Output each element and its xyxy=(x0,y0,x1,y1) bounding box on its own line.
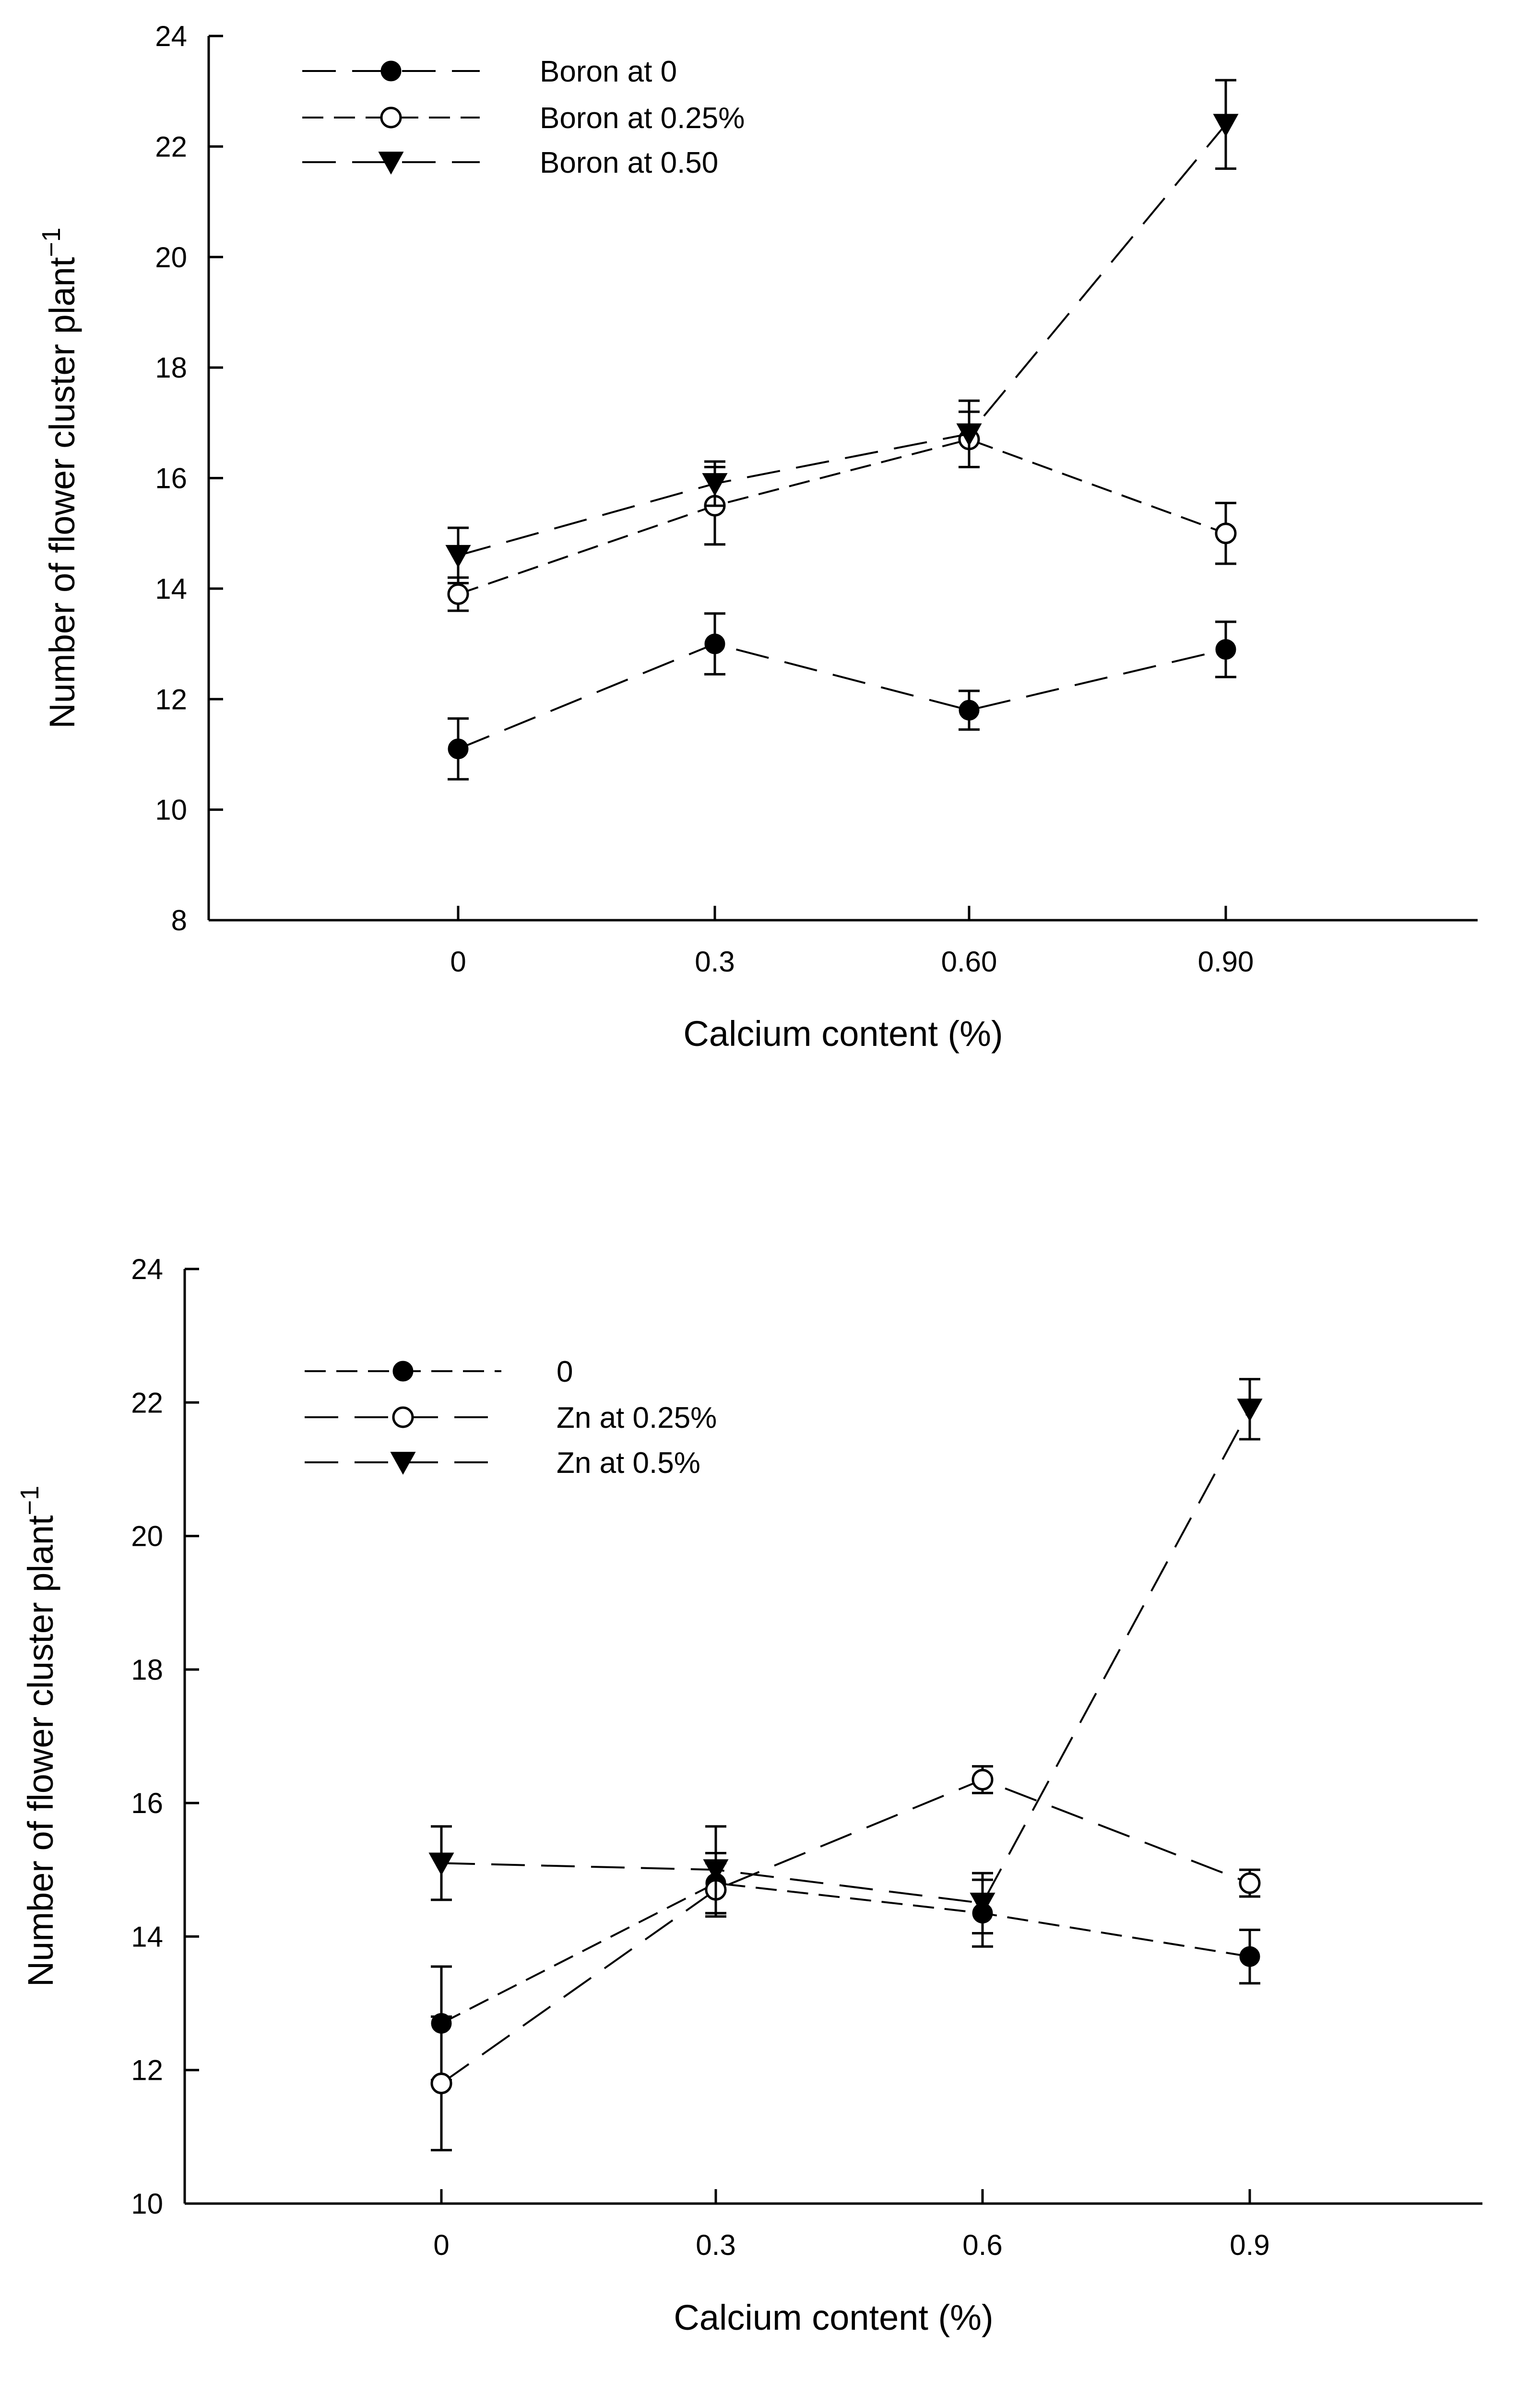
legend-item-boron-at-0-50: Boron at 0.50 xyxy=(302,146,718,179)
legend-marker xyxy=(378,152,404,175)
x-tick-label: 0 xyxy=(450,946,466,978)
series-line xyxy=(440,1778,1250,2085)
series-line xyxy=(458,438,1226,595)
y-axis-title: Number of flower cluster plant−1 xyxy=(15,1486,60,1987)
chart-boron: 8 10 12 14 16 18 20 22 24 0 0.3 0.60 0.90 Calcium con… xyxy=(37,20,1478,1054)
x-tick-label: 0.90 xyxy=(1198,946,1254,978)
y-axis-title: Number of flower cluster plant−1 xyxy=(37,227,82,729)
legend-marker xyxy=(380,60,402,82)
legend-marker xyxy=(380,107,402,129)
y-tick-label: 20 xyxy=(155,241,187,273)
y-tick-label: 18 xyxy=(131,1654,163,1686)
legend-label: Boron at 0.50 xyxy=(540,146,718,179)
data-point xyxy=(430,2073,452,2095)
y-tick-label: 16 xyxy=(155,462,187,495)
data-point xyxy=(704,633,725,654)
legend-item-boron-at-0: Boron at 0 xyxy=(302,55,677,88)
y-axis-title-main: Number of flower cluster plant xyxy=(21,1515,60,1987)
x-tick-label: 0.3 xyxy=(695,946,734,978)
series-boron-at-0-50 xyxy=(445,79,1239,584)
data-point xyxy=(1215,639,1236,660)
data-point xyxy=(703,1859,729,1883)
data-point xyxy=(970,1892,995,1916)
legend-label: Boron at 0 xyxy=(540,55,677,88)
legend-label: Boron at 0.25% xyxy=(540,102,745,135)
series-line xyxy=(441,1882,1250,2025)
y-tick-label: 16 xyxy=(131,1787,163,1819)
y-tick-label: 24 xyxy=(131,1253,163,1285)
data-point xyxy=(448,738,469,759)
legend-item-zn-at-0-25: Zn at 0.25% xyxy=(305,1401,717,1435)
data-point xyxy=(1215,522,1237,545)
data-point xyxy=(428,1852,454,1876)
data-point xyxy=(959,699,980,721)
y-tick-label: 24 xyxy=(155,20,187,52)
legend-marker xyxy=(390,1452,416,1475)
legend-marker xyxy=(392,1406,414,1428)
legend-item-zn-at-0-5: Zn at 0.5% xyxy=(305,1446,700,1480)
x-axis-title: Calcium content (%) xyxy=(674,2298,993,2337)
legend-item-boron-at-0-25: Boron at 0.25% xyxy=(302,102,745,135)
y-axis-title-superscript: −1 xyxy=(37,227,66,257)
y-axis-title-main: Number of flower cluster plant xyxy=(42,257,82,728)
chart-zinc: 10 12 14 16 18 20 22 24 0 0.3 0.6 0.9 Calcium conten… xyxy=(15,1253,1482,2337)
data-point xyxy=(1239,1946,1260,1967)
data-point xyxy=(971,1768,994,1790)
data-point xyxy=(956,423,982,447)
series-line xyxy=(441,1409,1251,1905)
series-line xyxy=(458,642,1226,750)
legend-marker xyxy=(392,1361,414,1382)
series-zn-at-0-5 xyxy=(428,1378,1263,1934)
y-tick-label: 22 xyxy=(155,130,187,163)
y-axis-title-superscript: −1 xyxy=(15,1486,44,1516)
y-tick-label: 8 xyxy=(171,904,187,937)
series-0 xyxy=(431,1852,1260,2082)
y-tick-label: 22 xyxy=(131,1387,163,1419)
data-point xyxy=(447,583,469,605)
data-point xyxy=(702,473,728,496)
y-tick-label: 20 xyxy=(131,1520,163,1553)
y-tick-label: 10 xyxy=(155,794,187,826)
x-tick-label: 0.6 xyxy=(962,2229,1002,2261)
x-tick-label: 0 xyxy=(433,2229,449,2261)
data-point xyxy=(1237,1399,1263,1422)
y-tick-label: 10 xyxy=(131,2188,163,2220)
data-point xyxy=(1239,1872,1261,1894)
x-axis-title: Calcium content (%) xyxy=(683,1014,1003,1054)
series-zn-at-0-25 xyxy=(430,1765,1261,2152)
y-tick-label: 14 xyxy=(155,573,187,605)
y-tick-label: 14 xyxy=(131,1921,163,1953)
legend-label: Zn at 0.5% xyxy=(557,1446,700,1480)
legend-item-0: 0 xyxy=(305,1355,573,1388)
y-tick-label: 12 xyxy=(131,2054,163,2087)
series-boron-at-0-25 xyxy=(447,410,1237,612)
x-tick-label: 0.60 xyxy=(941,946,997,978)
y-tick-label: 18 xyxy=(155,352,187,384)
x-tick-label: 0.9 xyxy=(1230,2229,1269,2261)
series-line xyxy=(458,124,1227,557)
x-tick-label: 0.3 xyxy=(696,2229,735,2261)
legend-label: Zn at 0.25% xyxy=(557,1401,717,1435)
series-boron-at-0 xyxy=(448,612,1236,781)
legend-label: 0 xyxy=(557,1355,573,1388)
data-point xyxy=(445,545,471,568)
data-point xyxy=(1213,114,1239,137)
y-tick-label: 12 xyxy=(155,683,187,715)
